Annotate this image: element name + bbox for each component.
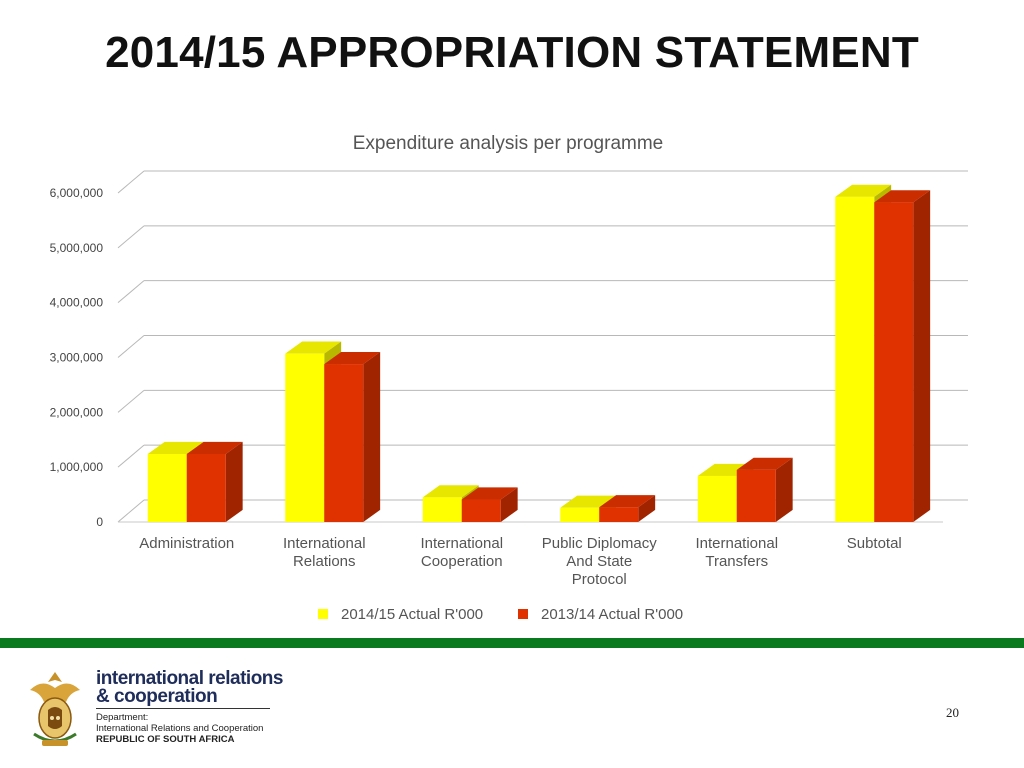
bar <box>599 507 639 522</box>
x-category-label: Relations <box>293 553 356 570</box>
bar-side <box>363 351 381 522</box>
bar-top <box>186 441 243 455</box>
legend-label: 2014/15 Actual R'000 <box>341 606 483 623</box>
coat-of-arms-icon <box>30 672 80 746</box>
x-category-label: International <box>695 535 778 552</box>
bar-top <box>461 487 518 500</box>
bar-top <box>736 457 793 470</box>
y-tick-label: 3,000,000 <box>50 351 104 365</box>
bar-top <box>324 351 381 365</box>
gridline-side <box>117 280 145 304</box>
bar-top <box>560 495 617 508</box>
gridline-side <box>117 170 145 194</box>
bar <box>874 202 914 523</box>
y-tick-label: 4,000,000 <box>50 296 104 310</box>
y-tick-label: 5,000,000 <box>50 241 104 255</box>
bar <box>147 454 187 522</box>
bar <box>186 454 226 522</box>
bar-top <box>599 495 656 508</box>
bar-side <box>913 190 931 522</box>
x-category-label: Cooperation <box>421 553 503 570</box>
bar-top <box>835 184 892 197</box>
gridline-side <box>117 225 145 249</box>
footer-green-rule <box>0 638 1024 648</box>
x-category-label: Public Diplomacy <box>542 535 658 552</box>
x-category-label: And State <box>566 553 632 570</box>
page-number: 20 <box>946 705 959 720</box>
y-tick-label: 6,000,000 <box>50 186 104 200</box>
bar <box>285 353 325 522</box>
bar-side <box>500 487 518 522</box>
x-category-label: Subtotal <box>847 535 902 552</box>
legend-label: 2013/14 Actual R'000 <box>541 606 683 623</box>
legend-swatch <box>318 609 328 619</box>
y-tick-label: 0 <box>96 515 103 529</box>
bar-side <box>638 495 656 522</box>
bar-side <box>775 457 793 522</box>
brand-divider <box>96 708 270 709</box>
slide-title: 2014/15 APPROPRIATION STATEMENT <box>105 28 919 77</box>
bar-top <box>874 190 931 203</box>
gridline-side <box>117 335 145 358</box>
country-name: REPUBLIC OF SOUTH AFRICA <box>96 734 235 745</box>
dept-label: Department: <box>96 712 149 723</box>
brand-line-1: international relations <box>96 668 283 689</box>
legend-swatch <box>518 609 528 619</box>
gridline-side <box>117 444 145 468</box>
x-category-label: Transfers <box>705 553 768 570</box>
bar-top <box>285 341 342 354</box>
bar <box>324 364 364 522</box>
x-category-label: Administration <box>139 535 234 552</box>
bar <box>422 497 462 522</box>
bar-side <box>225 441 243 522</box>
gridline-side <box>117 389 145 413</box>
bar-top <box>422 485 479 498</box>
chart-title: Expenditure analysis per programme <box>353 133 664 154</box>
x-category-label: International <box>283 535 366 552</box>
bar <box>736 469 776 522</box>
bar-chart: Expenditure analysis per programme 0 1,000… <box>50 133 968 623</box>
x-category-label: Protocol <box>572 571 627 588</box>
bar-top <box>147 441 204 455</box>
brand-line-2: & cooperation <box>96 686 218 707</box>
gridline-side <box>117 499 145 523</box>
bar <box>560 507 600 522</box>
bar <box>835 196 875 523</box>
y-tick-label: 2,000,000 <box>50 405 104 419</box>
y-tick-label: 1,000,000 <box>50 460 104 474</box>
x-category-label: International <box>420 535 503 552</box>
bar <box>697 475 737 522</box>
bar <box>461 499 501 522</box>
dept-name: International Relations and Cooperation <box>96 723 264 734</box>
